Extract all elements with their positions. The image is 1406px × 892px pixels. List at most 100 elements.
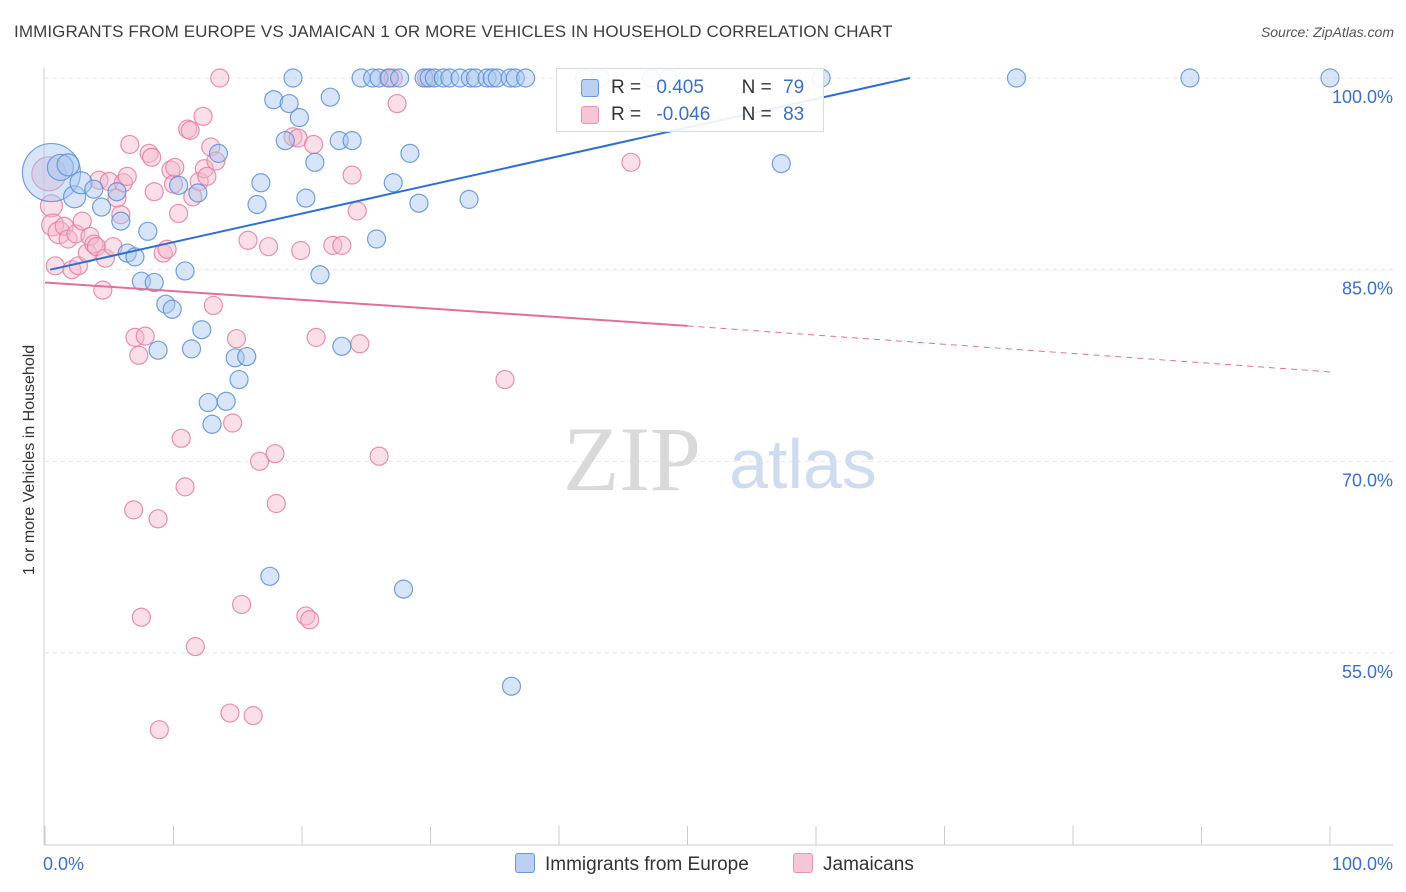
x-tick-label: 100.0% xyxy=(1332,854,1393,874)
y-tick-label: 85.0% xyxy=(1342,279,1393,299)
x-tick-label: 0.0% xyxy=(43,854,84,874)
point-jamaicans xyxy=(197,166,217,186)
point-europe xyxy=(192,320,212,340)
point-jamaicans xyxy=(120,134,140,155)
bottom-legend-label-europe: Immigrants from Europe xyxy=(545,854,749,875)
point-jamaicans xyxy=(135,326,155,346)
chart-title: IMMIGRANTS FROM EUROPE VS JAMAICAN 1 OR … xyxy=(14,22,893,41)
point-europe xyxy=(251,173,271,193)
point-europe xyxy=(383,173,403,193)
point-jamaicans xyxy=(226,329,247,349)
point-europe xyxy=(275,131,295,151)
point-jamaicans xyxy=(39,194,64,218)
legend-n-value-jamaicans: 83 xyxy=(783,104,805,125)
point-europe xyxy=(465,68,486,88)
watermark-atlas: atlas xyxy=(729,425,877,503)
point-jamaicans xyxy=(84,234,104,254)
point-europe xyxy=(419,68,439,88)
point-europe xyxy=(247,194,267,215)
point-jamaicans xyxy=(124,500,144,520)
point-europe xyxy=(771,154,791,174)
point-europe xyxy=(188,183,208,203)
point-jamaicans xyxy=(169,203,189,224)
point-europe xyxy=(162,299,182,319)
point-jamaicans xyxy=(300,610,320,630)
trend-line-jamaicans-extension xyxy=(687,325,1331,373)
point-jamaicans xyxy=(265,444,285,464)
point-europe xyxy=(91,197,112,217)
bottom-legend-label-jamaicans: Jamaicans xyxy=(823,854,914,875)
point-europe xyxy=(390,68,410,88)
point-europe xyxy=(400,143,420,163)
point-jamaicans xyxy=(238,230,258,250)
point-jamaicans xyxy=(171,428,191,448)
point-jamaicans xyxy=(45,256,65,276)
point-jamaicans xyxy=(223,413,243,433)
point-europe xyxy=(148,340,168,360)
point-europe xyxy=(156,294,176,314)
point-jamaicans xyxy=(148,509,168,529)
point-jamaicans xyxy=(350,334,370,354)
point-europe xyxy=(138,221,158,241)
y-tick-label: 70.0% xyxy=(1342,470,1393,490)
watermark: ZIP atlas xyxy=(563,408,877,510)
point-europe xyxy=(393,579,414,599)
point-europe xyxy=(332,336,352,356)
point-europe xyxy=(459,189,479,209)
legend-r-label: R = xyxy=(611,77,642,98)
point-europe xyxy=(409,193,429,213)
y-axis-label: 1 or more Vehicles in Household xyxy=(21,344,38,576)
legend-r-label: R = xyxy=(611,104,642,125)
point-europe xyxy=(515,68,536,88)
point-jamaicans xyxy=(342,165,362,185)
point-jamaicans xyxy=(621,152,641,172)
point-europe xyxy=(229,369,249,390)
point-europe xyxy=(107,182,127,202)
point-europe xyxy=(477,68,497,88)
axes xyxy=(43,68,1393,846)
point-jamaicans xyxy=(203,295,223,316)
y-tick-label: 100.0% xyxy=(1332,87,1393,107)
watermark-zip: ZIP xyxy=(563,408,701,510)
point-europe xyxy=(366,229,387,249)
point-europe xyxy=(260,566,280,586)
point-europe xyxy=(181,339,202,359)
point-europe xyxy=(505,68,525,88)
point-jamaicans xyxy=(117,166,137,186)
point-jamaicans xyxy=(125,327,145,347)
legend-r-value-jamaicans: -0.046 xyxy=(656,104,711,125)
point-europe xyxy=(62,185,87,209)
point-jamaicans xyxy=(175,477,195,497)
point-europe xyxy=(283,68,303,88)
point-jamaicans xyxy=(291,240,311,261)
point-jamaicans xyxy=(144,182,164,202)
point-jamaicans xyxy=(232,594,252,615)
series-europe-points xyxy=(21,68,1340,696)
legend-r-value-europe: 0.405 xyxy=(656,77,704,98)
legend-swatch-europe xyxy=(581,79,599,97)
point-europe xyxy=(144,272,164,293)
point-jamaicans xyxy=(131,607,151,627)
point-europe xyxy=(264,90,284,110)
point-jamaicans xyxy=(210,68,230,88)
source-label: Source: ZipAtlas.com xyxy=(1260,24,1394,40)
point-jamaicans xyxy=(194,159,214,179)
point-jamaicans xyxy=(306,327,326,347)
point-jamaicans xyxy=(93,280,113,300)
point-europe xyxy=(363,68,383,88)
point-europe xyxy=(460,68,480,88)
bottom-legend-swatch-jamaicans xyxy=(793,853,813,873)
point-europe xyxy=(501,676,522,696)
point-europe xyxy=(216,391,236,411)
point-europe xyxy=(237,346,257,367)
point-europe xyxy=(175,261,195,281)
point-europe xyxy=(500,68,520,88)
point-europe xyxy=(1320,68,1340,88)
legend-n-label: N = xyxy=(741,104,772,125)
point-jamaicans xyxy=(149,720,169,740)
point-europe xyxy=(169,175,189,195)
point-europe xyxy=(289,108,310,128)
point-jamaicans xyxy=(387,93,407,114)
point-jamaicans xyxy=(89,170,109,190)
